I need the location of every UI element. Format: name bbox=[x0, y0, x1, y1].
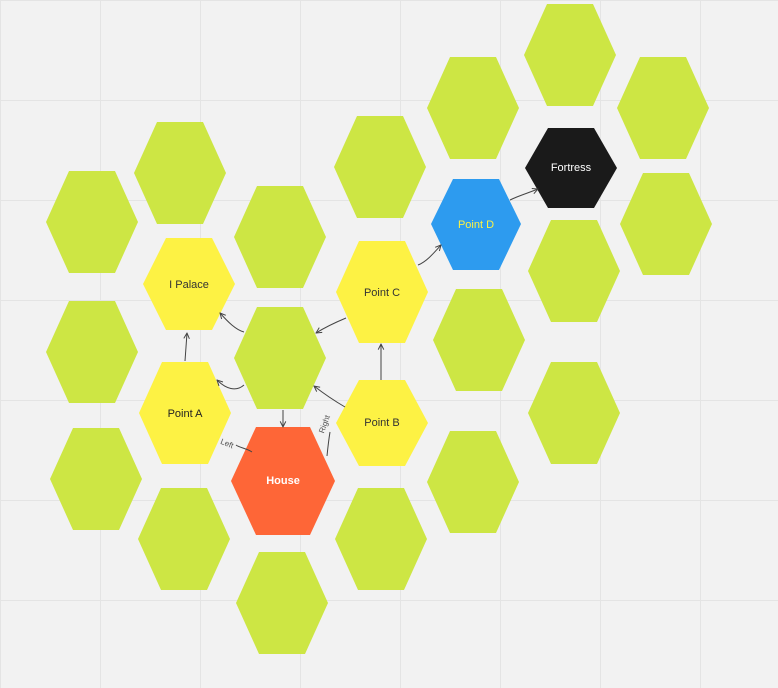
filler-hexagon[interactable] bbox=[234, 186, 326, 288]
filler-hexagon[interactable] bbox=[620, 173, 712, 275]
filler-hexagon[interactable] bbox=[134, 122, 226, 224]
filler-hexagon[interactable] bbox=[46, 171, 138, 273]
arrow-point-b-to-center[interactable] bbox=[314, 386, 346, 408]
filler-hexagon[interactable] bbox=[528, 362, 620, 464]
arrow-house-to-point-a[interactable] bbox=[235, 444, 253, 453]
point-a-label: Point A bbox=[168, 408, 204, 420]
point-c-node[interactable]: Point C bbox=[336, 241, 428, 343]
filler-hexagon[interactable] bbox=[334, 116, 426, 218]
filler-hexagon[interactable] bbox=[50, 428, 142, 530]
point-c-label: Point C bbox=[364, 287, 400, 299]
arrow-point-c-to-center[interactable] bbox=[316, 317, 347, 333]
filler-hexagon[interactable] bbox=[524, 4, 616, 106]
point-a-node[interactable]: Point A bbox=[139, 362, 231, 464]
point-b-label: Point B bbox=[364, 417, 399, 429]
fortress-label: Fortress bbox=[551, 162, 592, 174]
arrow-point-c-to-point-d[interactable] bbox=[417, 245, 441, 266]
point-d-label: Point D bbox=[458, 219, 494, 231]
arrow-center-to-point-a[interactable] bbox=[217, 380, 245, 390]
arrow-point-d-to-fortress[interactable] bbox=[509, 189, 538, 201]
palace-label: I Palace bbox=[169, 279, 209, 291]
filler-hexagon[interactable] bbox=[427, 431, 519, 533]
filler-hexagon[interactable] bbox=[528, 220, 620, 322]
filler-hexagon[interactable] bbox=[236, 552, 328, 654]
filler-hexagon[interactable] bbox=[138, 488, 230, 590]
filler-hexagon[interactable] bbox=[234, 307, 326, 409]
filler-hexagon[interactable] bbox=[46, 301, 138, 403]
filler-hexagon[interactable] bbox=[427, 57, 519, 159]
point-b-node[interactable]: Point B bbox=[336, 380, 428, 466]
filler-hexagons bbox=[46, 4, 712, 654]
edge-label-right: Right bbox=[317, 413, 332, 434]
filler-hexagon[interactable] bbox=[617, 57, 709, 159]
filler-hexagon[interactable] bbox=[335, 488, 427, 590]
palace-node[interactable]: I Palace bbox=[143, 238, 235, 330]
arrow-point-a-to-palace[interactable] bbox=[185, 333, 187, 362]
point-d-node[interactable]: Point D bbox=[431, 179, 521, 270]
fortress-node[interactable]: Fortress bbox=[525, 128, 617, 208]
house-label: House bbox=[266, 475, 300, 487]
connectors bbox=[185, 189, 538, 457]
house-node[interactable]: House bbox=[231, 427, 335, 535]
arrow-house-to-point-b[interactable] bbox=[326, 431, 331, 457]
edge-label-left: Left bbox=[219, 437, 235, 451]
filler-hexagon[interactable] bbox=[433, 289, 525, 391]
arrow-center-to-palace[interactable] bbox=[220, 313, 245, 333]
